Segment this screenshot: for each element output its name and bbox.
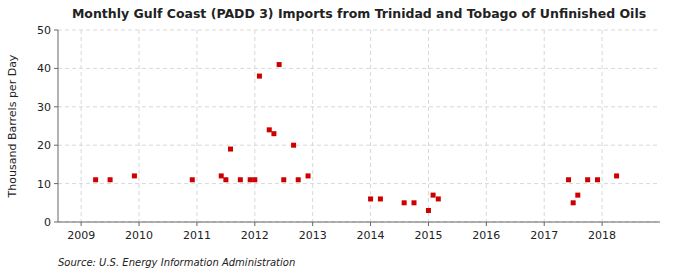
y-tick (54, 68, 58, 69)
point (575, 193, 580, 198)
point (228, 147, 233, 152)
point (132, 173, 137, 178)
point (93, 177, 98, 182)
x-tick (602, 222, 603, 226)
x-tick (428, 222, 429, 226)
x-tick-label: 2016 (472, 229, 500, 242)
chart-container: 0 10 20 30 40 50 2009 2010 2011 2012 2013 2014 2015 2… (0, 0, 675, 275)
source: Source: U.S. Energy Information Administ… (58, 257, 295, 268)
point (378, 196, 383, 201)
x-tick-label: 2017 (530, 229, 558, 242)
chart-svg: 0 10 20 30 40 50 2009 2010 2011 2012 2013 2014 2015 2… (0, 0, 675, 275)
point (431, 193, 436, 198)
y-tick (54, 222, 58, 223)
point (426, 208, 431, 213)
y-tick-label: 30 (37, 101, 51, 114)
point (368, 196, 373, 201)
grid (58, 30, 660, 222)
title: Monthly Gulf Coast (PADD 3) Imports from… (72, 6, 646, 21)
x-tick (196, 222, 197, 226)
x-tick-label: 2009 (67, 229, 95, 242)
x-axis-line (58, 222, 660, 223)
y-tick-label: 20 (37, 139, 51, 152)
x-grid-line (81, 30, 82, 222)
point (248, 177, 253, 182)
x-tick (486, 222, 487, 226)
point (566, 177, 571, 182)
point (411, 200, 416, 205)
x-tick-label: 2012 (241, 229, 269, 242)
x-tick (139, 222, 140, 226)
y-grid-line (58, 30, 660, 31)
point (190, 177, 195, 182)
point (402, 200, 407, 205)
x-grid-line (602, 30, 603, 222)
point (271, 131, 276, 136)
point (436, 196, 441, 201)
point (223, 177, 228, 182)
x-tick (254, 222, 255, 226)
x-grid-line (544, 30, 545, 222)
point (306, 173, 311, 178)
point (219, 173, 224, 178)
y-tick-label: 50 (37, 24, 51, 37)
axes: 0 10 20 30 40 50 2009 2010 2011 2012 2013 2014 2015 2… (37, 24, 660, 242)
point (585, 177, 590, 182)
x-grid-line (428, 30, 429, 222)
y-tick-label: 0 (44, 216, 51, 229)
x-grid-line (254, 30, 255, 222)
point (108, 177, 113, 182)
x-tick (81, 222, 82, 226)
y-tick (54, 106, 58, 107)
y-grid-line (58, 106, 660, 107)
y-axis-line (58, 30, 59, 222)
point (257, 74, 262, 79)
point (281, 177, 286, 182)
point (267, 127, 272, 132)
points (93, 62, 619, 213)
x-tick (312, 222, 313, 226)
x-grid-line (312, 30, 313, 222)
point (252, 177, 257, 182)
y-grid-line (58, 68, 660, 69)
x-tick-label: 2011 (183, 229, 211, 242)
x-tick-label: 2015 (414, 229, 442, 242)
y-tick-label: 40 (37, 62, 51, 75)
point (291, 143, 296, 148)
point (277, 62, 282, 67)
y-grid-line (58, 222, 660, 223)
x-grid-line (486, 30, 487, 222)
x-tick-label: 2018 (588, 229, 616, 242)
y-grid-line (58, 183, 660, 184)
x-tick-label: 2013 (299, 229, 327, 242)
point (595, 177, 600, 182)
point (296, 177, 301, 182)
point (571, 200, 576, 205)
x-tick-label: 2014 (357, 229, 385, 242)
y-tick-label: 10 (37, 178, 51, 191)
x-tick-label: 2010 (125, 229, 153, 242)
x-tick (544, 222, 545, 226)
y-tick (54, 30, 58, 31)
y-grid-line (58, 145, 660, 146)
y-tick (54, 183, 58, 184)
x-tick (370, 222, 371, 226)
point (238, 177, 243, 182)
x-grid-line (139, 30, 140, 222)
y-axis-label: Thousand Barrels per Day (6, 54, 19, 198)
point (614, 173, 619, 178)
y-tick (54, 145, 58, 146)
x-grid-line (196, 30, 197, 222)
x-grid-line (370, 30, 371, 222)
